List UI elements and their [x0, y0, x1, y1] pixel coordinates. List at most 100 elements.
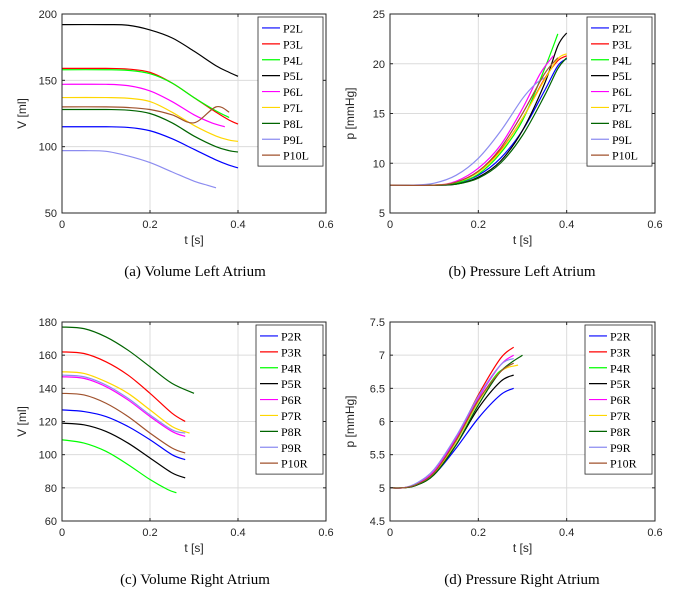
x-axis-label: t [s]: [513, 233, 532, 247]
y-tick-label: 120: [39, 417, 57, 429]
y-axis-label: V [ml]: [15, 406, 29, 437]
x-axis-label: t [s]: [184, 541, 203, 555]
x-tick-label: 0.4: [559, 527, 574, 539]
series-line-P7L: [62, 96, 239, 142]
y-tick-label: 60: [45, 516, 57, 528]
axes-frame: [61, 13, 327, 214]
legend-entry-P10R: P10R: [610, 457, 637, 471]
legend-entry-P7R: P7R: [281, 409, 302, 423]
series-group: [62, 326, 195, 494]
legend-entry-P8L: P8L: [612, 117, 632, 131]
y-tick-label: 50: [45, 208, 57, 220]
legend: P2R P3R P4R P5R P6R P7R P8R P9R P10R: [255, 324, 324, 475]
legend-entry-P4R: P4R: [281, 361, 302, 375]
x-tick-label: 0.6: [647, 527, 662, 539]
x-tick-label: 0.6: [318, 527, 333, 539]
series-line-P6L: [62, 83, 225, 128]
panel-caption: (d) Pressure Right Atrium: [444, 572, 600, 588]
y-tick-label: 25: [373, 9, 385, 21]
legend-entry-P6R: P6R: [281, 393, 302, 407]
series-line-P4R: [62, 439, 177, 494]
series-line-P9R: [62, 374, 186, 434]
y-tick-label: 7.5: [370, 317, 385, 329]
y-tick-label: 100: [39, 142, 57, 154]
chart-panel-2: 0 0.2 0.4 0.6 5 10 15 20 25 t [s] p [mmHg] P2L P3L P4…: [343, 9, 663, 280]
series-group: [390, 32, 568, 187]
legend-entry-P5R: P5R: [281, 377, 302, 391]
panel-caption: (a) Volume Left Atrium: [124, 264, 266, 280]
series-group: [390, 346, 523, 489]
legend-entry-P10L: P10L: [283, 149, 309, 163]
legend-entry-P10L: P10L: [612, 149, 638, 163]
panel-caption: (b) Pressure Left Atrium: [448, 264, 595, 280]
y-tick-label: 5: [379, 483, 385, 495]
y-tick-label: 6.5: [370, 383, 385, 395]
legend-entry-P8R: P8R: [610, 425, 631, 439]
legend-entry-P5L: P5L: [612, 69, 632, 83]
x-tick-label: 0: [387, 527, 393, 539]
legend: P2R P3R P4R P5R P6R P7R P8R P9R P10R: [584, 324, 653, 475]
y-axis-label: p [mmHg]: [343, 87, 357, 139]
series-line-P8L: [62, 108, 239, 153]
legend-entry-P9R: P9R: [281, 441, 302, 455]
x-tick-label: 0.4: [230, 527, 245, 539]
legend-entry-P9L: P9L: [612, 133, 632, 147]
y-tick-label: 200: [39, 9, 57, 21]
x-tick-label: 0.4: [559, 219, 574, 231]
x-tick-label: 0.2: [471, 219, 486, 231]
legend-entry-P4L: P4L: [612, 53, 632, 67]
legend-entry-P7L: P7L: [283, 101, 303, 115]
legend-entry-P9L: P9L: [283, 133, 303, 147]
series-line-P5R: [62, 422, 186, 479]
legend-entry-P4L: P4L: [283, 53, 303, 67]
series-line-P10L: [62, 105, 230, 124]
y-axis-label: p [mmHg]: [343, 395, 357, 447]
legend-entry-P5L: P5L: [283, 69, 303, 83]
legend-entry-P7L: P7L: [612, 101, 632, 115]
y-tick-label: 10: [373, 158, 385, 170]
y-axis-label: V [ml]: [15, 98, 29, 129]
series-line-P10L: [390, 57, 559, 186]
series-line-P6R: [62, 376, 186, 437]
y-tick-label: 150: [39, 75, 57, 87]
chart-panel-1: 0 0.2 0.4 0.6 50 100 150 200 t [s] V [ml] P2L P3L P4…: [15, 9, 334, 280]
x-tick-label: 0.2: [142, 527, 157, 539]
legend-entry-P3R: P3R: [281, 345, 302, 359]
y-tick-label: 100: [39, 450, 57, 462]
y-tick-label: 6: [379, 417, 385, 429]
legend-entry-P8R: P8R: [281, 425, 302, 439]
x-axis-label: t [s]: [513, 541, 532, 555]
legend-entry-P2L: P2L: [612, 21, 632, 35]
legend-entry-P4R: P4R: [610, 361, 631, 375]
y-tick-label: 5: [379, 208, 385, 220]
legend-entry-P3L: P3L: [612, 37, 632, 51]
series-line-P3R: [62, 351, 186, 423]
x-tick-label: 0.6: [647, 219, 662, 231]
legend-entry-P2L: P2L: [283, 21, 303, 35]
y-tick-label: 20: [373, 59, 385, 71]
y-tick-label: 7: [379, 350, 385, 362]
legend-entry-P5R: P5R: [610, 377, 631, 391]
legend-entry-P3R: P3R: [610, 345, 631, 359]
series-line-P7R: [62, 371, 190, 434]
y-tick-label: 5.5: [370, 450, 385, 462]
x-tick-label: 0: [59, 219, 65, 231]
x-axis-label: t [s]: [184, 233, 203, 247]
y-tick-label: 4.5: [370, 516, 385, 528]
legend-entry-P2R: P2R: [281, 329, 302, 343]
x-tick-label: 0: [387, 219, 393, 231]
y-tick-label: 15: [373, 109, 385, 121]
series-line-P5L: [62, 23, 239, 77]
y-tick-label: 80: [45, 483, 57, 495]
legend-entry-P8L: P8L: [283, 117, 303, 131]
y-tick-label: 160: [39, 350, 57, 362]
x-tick-label: 0.6: [318, 219, 333, 231]
series-line-P9L: [62, 150, 217, 189]
legend-entry-P6L: P6L: [612, 85, 632, 99]
chart-panel-3: 0 0.2 0.4 0.6 60 80 100 120 140 160 180 t [s] V [ml]…: [15, 317, 334, 588]
x-tick-label: 0.2: [142, 219, 157, 231]
y-tick-label: 140: [39, 383, 57, 395]
legend-entry-P9R: P9R: [610, 441, 631, 455]
legend-entry-P6R: P6R: [610, 393, 631, 407]
